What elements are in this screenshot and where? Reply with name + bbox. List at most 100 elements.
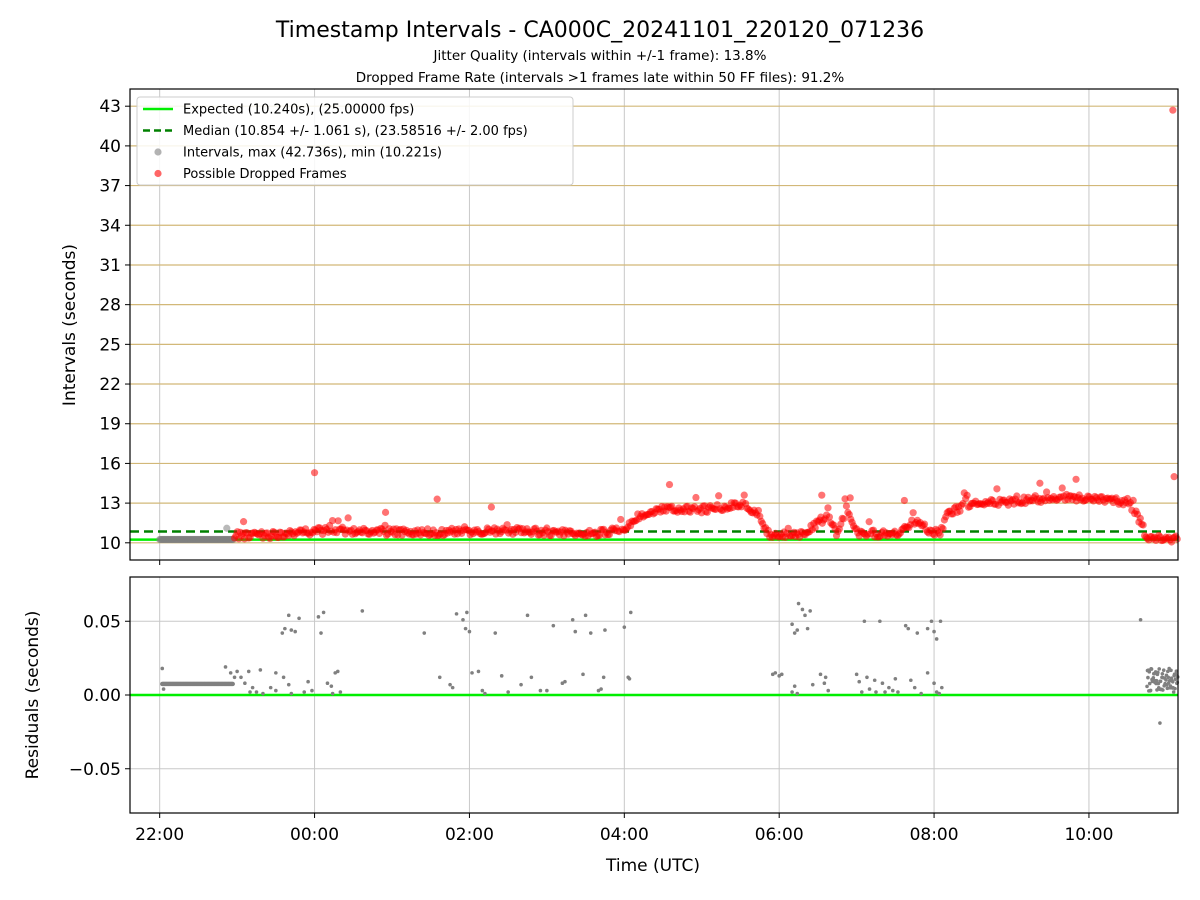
residual-point xyxy=(250,685,255,690)
residual-point xyxy=(316,615,321,619)
residuals-plot-frame xyxy=(129,576,1179,814)
chart-subtitle-jitter: Jitter Quality (intervals within +/-1 fr… xyxy=(433,48,767,64)
residual-point xyxy=(919,691,923,696)
dropped-frame-point xyxy=(715,492,723,500)
residual-point xyxy=(903,623,908,628)
residual-point xyxy=(570,617,575,622)
intervals-y-tick-label: 43 xyxy=(99,97,121,117)
residual-point xyxy=(805,626,810,631)
residual-point xyxy=(940,685,944,690)
dropped-frame-point xyxy=(344,514,352,522)
residuals-y-tick-label: 0.05 xyxy=(83,612,121,632)
dropped-frame-point xyxy=(1072,475,1080,483)
residuals-y-tick-label: 0.00 xyxy=(83,686,121,706)
dropped-frame-point xyxy=(865,518,873,526)
dropped-frame-point xyxy=(692,493,700,502)
residual-point xyxy=(228,671,233,675)
residual-point xyxy=(1146,675,1150,680)
residual-point xyxy=(360,609,365,613)
residual-point xyxy=(925,671,930,675)
residual-point xyxy=(1173,677,1178,682)
dropped-frame-point xyxy=(740,491,748,499)
residual-point xyxy=(796,601,801,606)
residual-point xyxy=(1158,679,1163,684)
residual-point xyxy=(483,691,487,696)
dropped-frame-point xyxy=(900,496,908,505)
residuals-panel: 22:00 00:00 02:00 04:00 06:00 08:00 10:00 0.05 0… xyxy=(23,576,1180,876)
dropped-frame-point xyxy=(503,521,511,529)
dropped-frame-point xyxy=(754,506,763,515)
residual-point xyxy=(551,623,556,628)
residual-point xyxy=(932,681,936,685)
residual-point xyxy=(915,631,920,635)
residual-point xyxy=(581,672,585,677)
residual-point xyxy=(1173,686,1177,691)
residual-point xyxy=(161,687,166,691)
residual-point xyxy=(499,674,504,678)
x-tick-label: 04:00 xyxy=(600,825,649,845)
dropped-frame-point xyxy=(487,503,495,511)
residual-point xyxy=(1147,681,1152,686)
residual-point xyxy=(545,688,549,693)
residual-point xyxy=(1170,680,1175,684)
residual-point xyxy=(1161,688,1165,692)
residual-point xyxy=(239,675,243,680)
residual-point xyxy=(628,610,633,615)
residual-point xyxy=(1138,617,1143,622)
residual-point xyxy=(588,631,593,635)
dropped-frame-point xyxy=(811,524,819,532)
x-tick-label: 06:00 xyxy=(755,825,804,845)
residual-point xyxy=(268,685,273,690)
residual-point xyxy=(779,672,784,677)
residual-point xyxy=(289,691,294,696)
dropped-frame-point xyxy=(909,509,917,517)
residual-point xyxy=(893,676,898,681)
residual-point xyxy=(890,688,895,693)
residual-point xyxy=(297,616,301,621)
residual-point xyxy=(450,685,455,690)
residual-point xyxy=(622,625,627,629)
x-axis-label: Time (UTC) xyxy=(605,856,700,876)
residual-point xyxy=(335,669,340,674)
dropped-frame-point xyxy=(939,525,947,533)
legend-label-intervals: Intervals, max (42.736s), min (10.221s) xyxy=(183,146,442,161)
residual-point xyxy=(795,691,800,696)
chart-title: Timestamp Intervals - CA000C_20241101_22… xyxy=(275,18,924,43)
intervals-y-tick-label: 19 xyxy=(99,415,121,435)
x-tick-label: 22:00 xyxy=(135,825,184,845)
residual-point xyxy=(857,679,862,684)
residual-point xyxy=(454,612,459,616)
intervals-points xyxy=(156,106,1181,546)
legend-label-dropped: Possible Dropped Frames xyxy=(183,167,347,182)
intervals-y-tick-label: 34 xyxy=(99,216,121,236)
residual-point xyxy=(583,613,588,618)
dropped-frame-point xyxy=(1139,521,1147,529)
residual-point xyxy=(932,629,936,634)
legend-label-median: Median (10.854 +/- 1.061 s), (23.58516 +… xyxy=(183,124,528,139)
residual-point xyxy=(865,675,869,680)
residual-point xyxy=(872,678,877,683)
residual-point xyxy=(1169,668,1173,673)
residual-point xyxy=(465,610,469,615)
residual-point xyxy=(525,613,530,618)
residual-point xyxy=(243,681,247,685)
intervals-y-tick-label: 28 xyxy=(99,296,121,316)
residual-point xyxy=(325,681,330,685)
interval-point xyxy=(223,524,231,532)
residual-point xyxy=(800,607,805,612)
residual-point xyxy=(437,675,442,680)
residual-point xyxy=(261,691,265,696)
residual-point xyxy=(874,690,878,694)
residual-point xyxy=(859,690,864,694)
residual-point xyxy=(1145,684,1149,689)
residual-point xyxy=(286,682,291,687)
dropped-frame-point xyxy=(963,491,971,499)
residual-point xyxy=(790,690,794,694)
residual-point xyxy=(476,669,481,674)
residual-point xyxy=(230,681,235,687)
residual-point xyxy=(448,682,452,687)
legend-box xyxy=(136,96,574,186)
residual-point xyxy=(1174,669,1179,674)
residual-point xyxy=(338,690,343,694)
residual-point xyxy=(627,676,632,681)
